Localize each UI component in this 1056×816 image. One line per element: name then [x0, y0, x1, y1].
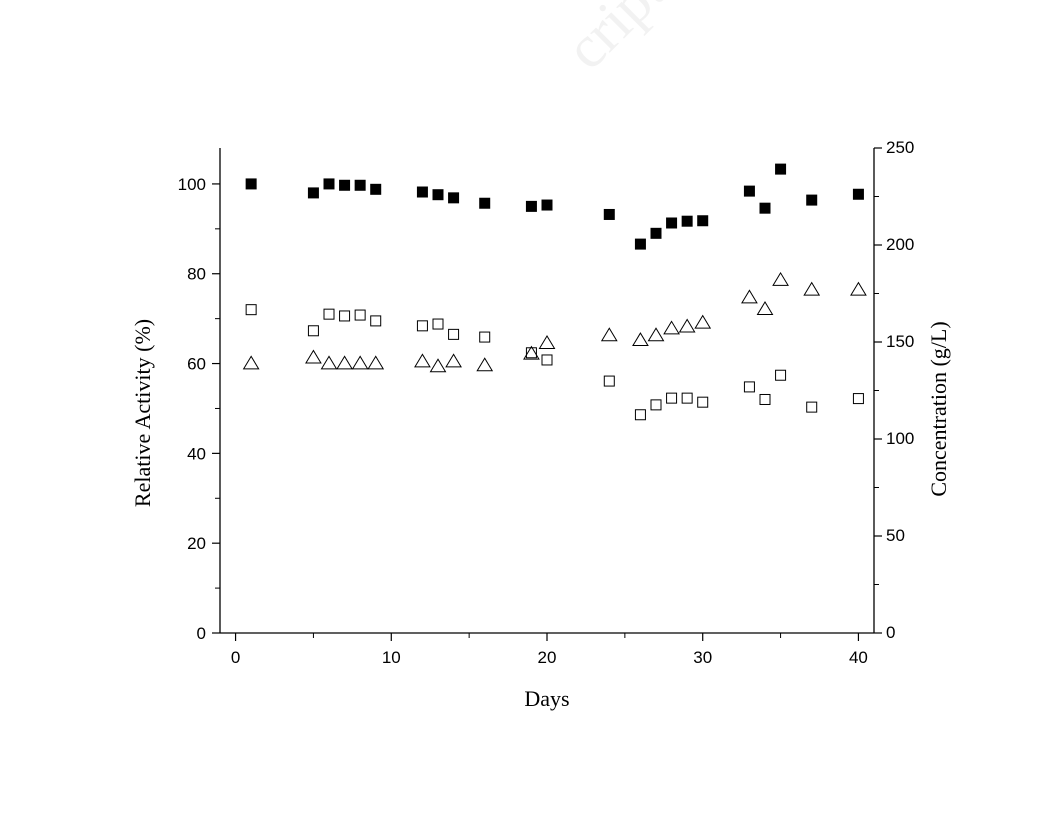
data-point-open-square: [354, 309, 366, 321]
data-point-open-square: [416, 320, 428, 332]
series-filled-square: [245, 163, 864, 250]
data-point-open-triangle: [694, 314, 712, 329]
data-point-filled-square: [416, 186, 428, 198]
data-point-open-square: [681, 392, 693, 404]
data-point-open-square: [697, 396, 709, 408]
y-left-tick-label: 0: [197, 624, 206, 643]
x-tick-label: 20: [538, 648, 557, 667]
data-point-filled-square: [852, 188, 864, 200]
axes: 0 10 20 30 40 0 20 40 60 80 100 0 50 100 150 200 250: [178, 138, 915, 667]
y-right-tick-label: 150: [886, 332, 914, 351]
y-right-tick-label: 100: [886, 429, 914, 448]
data-point-open-triangle: [414, 353, 431, 368]
data-point-filled-square: [525, 200, 537, 212]
data-point-open-triangle: [351, 355, 369, 370]
series-open-square: [245, 304, 864, 421]
data-point-open-triangle: [663, 320, 680, 335]
x-tick-label: 0: [231, 648, 240, 667]
data-point-open-square: [650, 399, 662, 411]
data-point-open-triangle: [741, 289, 758, 304]
y-left-tick-label: 80: [187, 265, 206, 284]
data-point-open-triangle: [320, 355, 338, 370]
data-point-open-triangle: [336, 355, 353, 370]
data-point-open-triangle: [367, 355, 385, 370]
data-point-open-triangle: [772, 271, 789, 286]
watermark: cript: [553, 0, 678, 82]
data-point-open-triangle: [678, 318, 696, 333]
data-point-open-square: [852, 393, 864, 405]
data-point-filled-square: [448, 192, 460, 204]
data-point-open-triangle: [538, 334, 556, 349]
data-point-open-square: [370, 315, 382, 327]
data-point-open-triangle: [445, 353, 462, 368]
data-point-open-square: [245, 304, 257, 316]
x-tick-label: 30: [693, 648, 712, 667]
data-point-open-square: [323, 308, 335, 320]
data-point-open-triangle: [803, 281, 821, 296]
data-point-open-square: [307, 325, 319, 337]
data-point-open-triangle: [305, 349, 322, 364]
data-point-open-square: [448, 328, 460, 340]
data-point-open-triangle: [850, 281, 867, 296]
x-tick-label: 40: [849, 648, 868, 667]
data-point-open-square: [432, 318, 444, 330]
data-point-filled-square: [323, 178, 335, 190]
data-point-open-triangle: [429, 358, 447, 373]
data-point-filled-square: [245, 178, 257, 190]
series-open-triangle: [242, 271, 867, 373]
data-point-open-square: [775, 369, 787, 381]
y-left-tick-label: 40: [187, 444, 206, 463]
data-point-filled-square: [307, 187, 319, 199]
y-right-tick-label: 250: [886, 138, 914, 157]
data-point-open-triangle: [523, 345, 540, 360]
data-point-open-square: [339, 310, 351, 322]
data-point-filled-square: [370, 183, 382, 195]
data-point-filled-square: [775, 163, 787, 175]
y-right-tick-label: 50: [886, 526, 905, 545]
data-marks: [242, 163, 867, 421]
data-point-open-triangle: [632, 332, 649, 347]
data-point-filled-square: [666, 217, 678, 229]
data-point-open-square: [666, 392, 678, 404]
data-point-filled-square: [697, 215, 709, 227]
x-axis-title: Days: [524, 686, 569, 711]
data-point-open-triangle: [647, 327, 665, 342]
y-right-tick-label: 200: [886, 235, 914, 254]
data-point-open-square: [479, 331, 491, 343]
data-point-open-triangle: [476, 357, 494, 372]
data-point-filled-square: [634, 238, 646, 250]
data-point-open-square: [634, 409, 646, 421]
x-tick-label: 10: [382, 648, 401, 667]
data-point-filled-square: [354, 179, 366, 191]
y-right-axis-title: Concentration (g/L): [926, 321, 951, 496]
data-point-filled-square: [743, 185, 755, 197]
y-left-tick-label: 60: [187, 355, 206, 374]
data-point-open-triangle: [600, 327, 618, 342]
data-point-filled-square: [603, 208, 615, 220]
data-point-filled-square: [806, 194, 818, 206]
y-left-tick-label: 100: [178, 175, 206, 194]
y-left-axis-title: Relative Activity (%): [130, 319, 155, 507]
data-point-open-square: [525, 347, 537, 359]
data-point-open-square: [541, 354, 553, 366]
data-point-filled-square: [339, 179, 351, 191]
y-left-tick-label: 20: [187, 534, 206, 553]
data-point-open-triangle: [756, 301, 774, 316]
data-point-filled-square: [650, 227, 662, 239]
data-point-open-square: [743, 381, 755, 393]
data-point-filled-square: [759, 202, 771, 214]
data-point-open-square: [759, 393, 771, 405]
data-point-filled-square: [681, 215, 693, 227]
data-point-open-square: [806, 401, 818, 413]
data-point-filled-square: [432, 189, 444, 201]
y-right-tick-label: 0: [886, 623, 895, 642]
data-point-open-square: [603, 375, 615, 387]
data-point-filled-square: [541, 199, 553, 211]
data-point-open-triangle: [242, 355, 260, 370]
data-point-filled-square: [479, 197, 491, 209]
